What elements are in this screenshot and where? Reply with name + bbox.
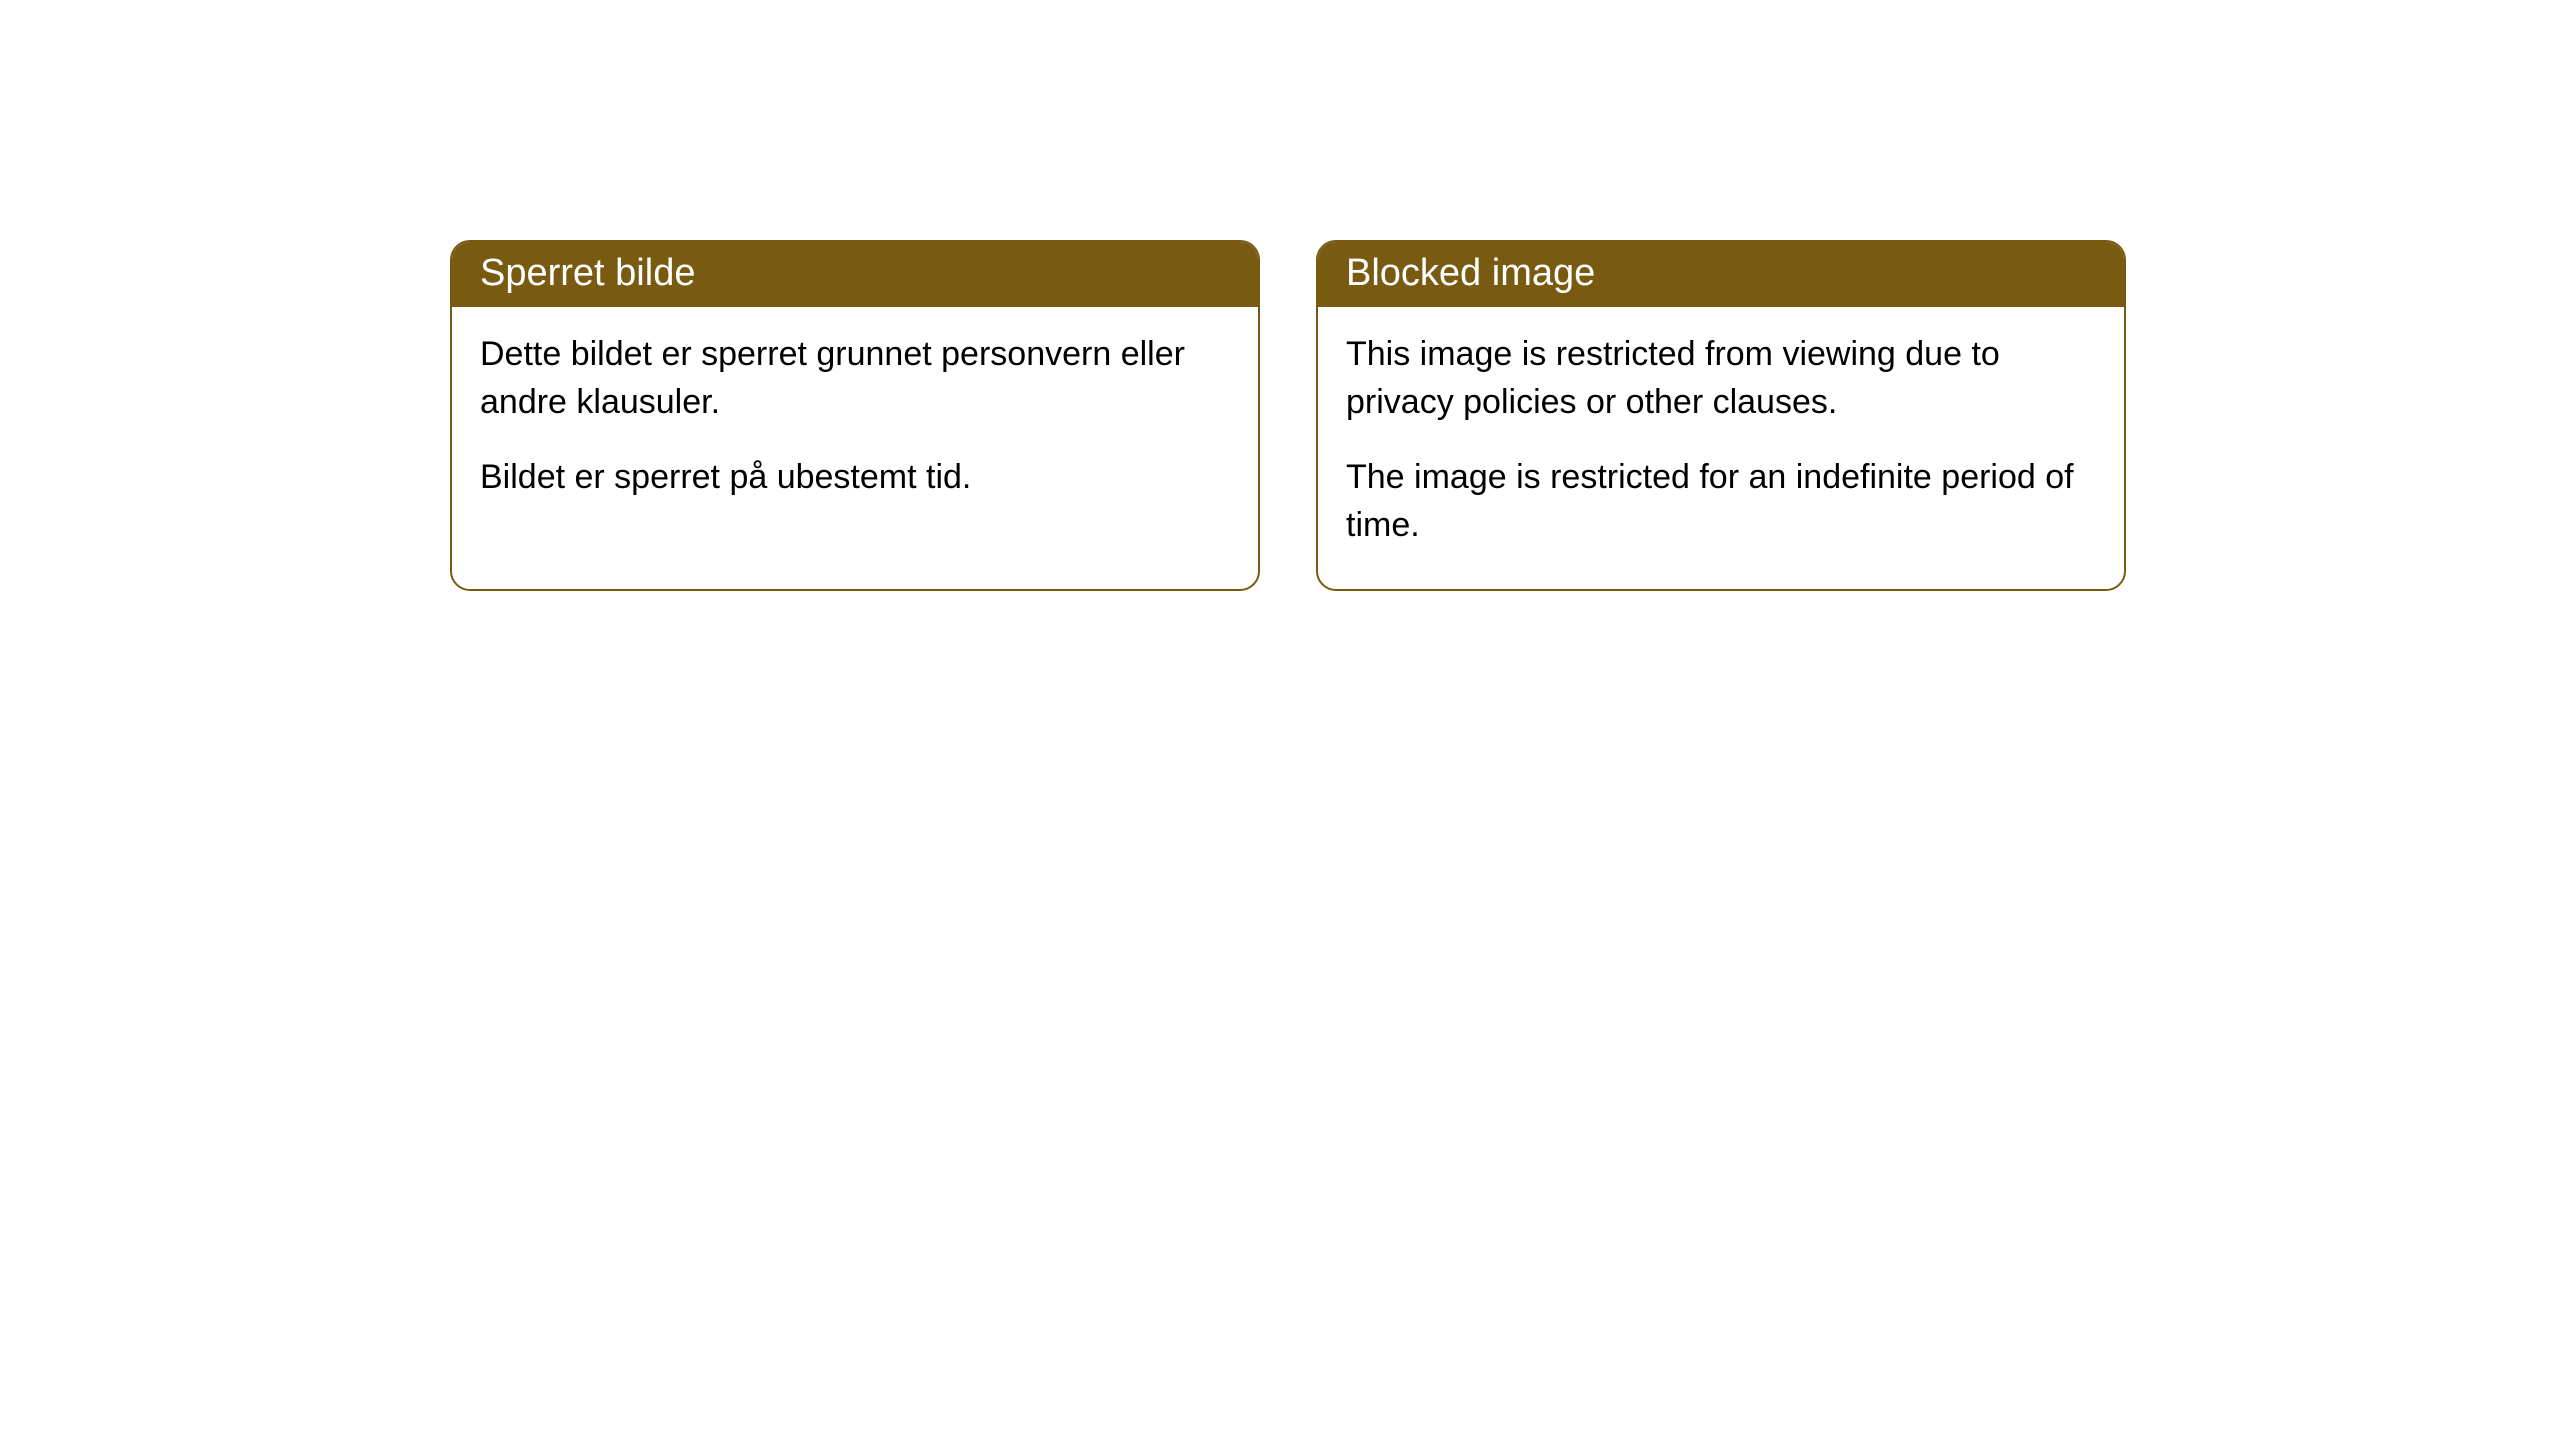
notice-paragraph: Dette bildet er sperret grunnet personve… (480, 331, 1230, 426)
notice-paragraph: This image is restricted from viewing du… (1346, 331, 2096, 426)
notice-card-english: Blocked image This image is restricted f… (1316, 240, 2126, 591)
notice-paragraph: The image is restricted for an indefinit… (1346, 454, 2096, 549)
notice-header: Blocked image (1318, 242, 2124, 307)
notice-container: Sperret bilde Dette bildet er sperret gr… (0, 0, 2560, 591)
notice-body: This image is restricted from viewing du… (1318, 307, 2124, 589)
notice-body: Dette bildet er sperret grunnet personve… (452, 307, 1258, 542)
notice-paragraph: Bildet er sperret på ubestemt tid. (480, 454, 1230, 502)
notice-header: Sperret bilde (452, 242, 1258, 307)
notice-card-norwegian: Sperret bilde Dette bildet er sperret gr… (450, 240, 1260, 591)
